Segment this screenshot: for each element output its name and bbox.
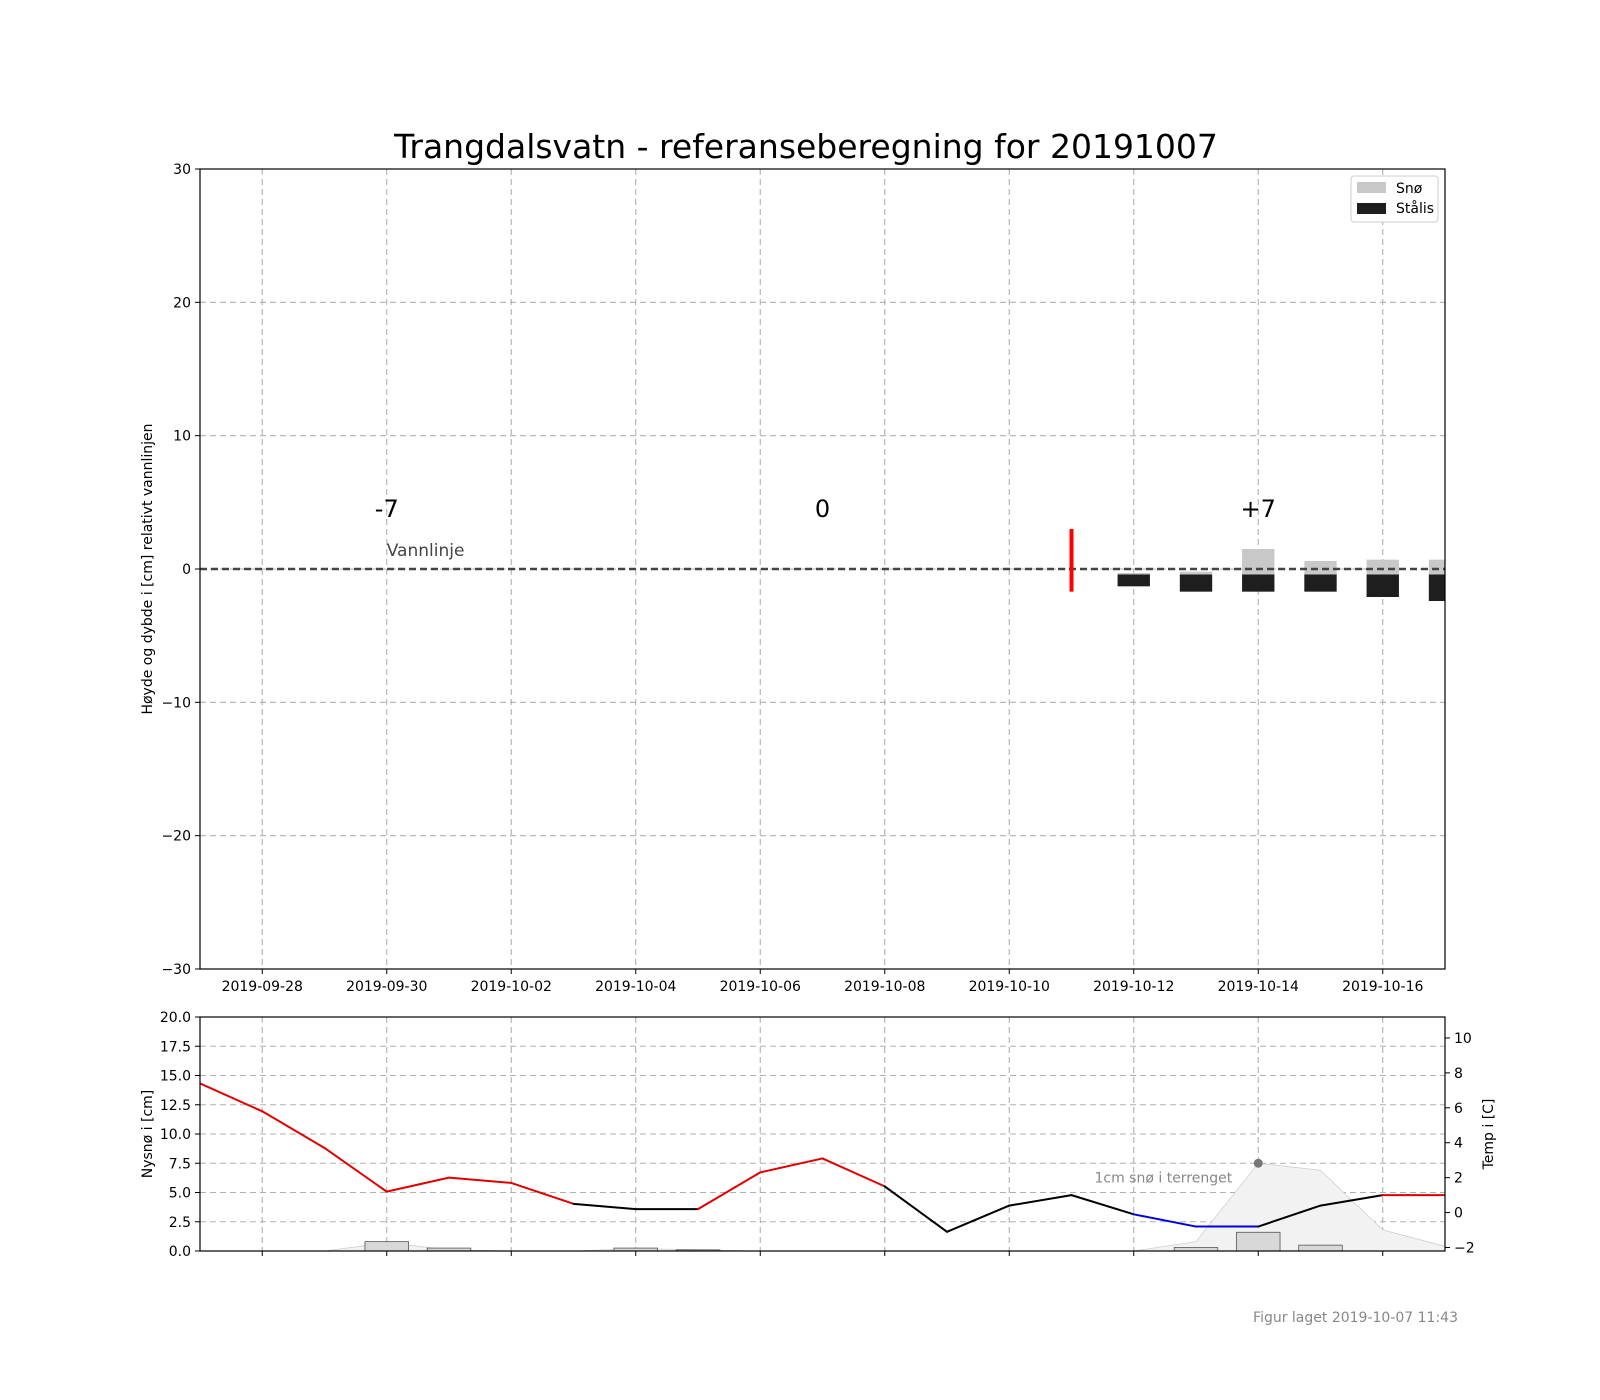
sub-grid	[200, 1017, 1445, 1251]
ice-bar	[1242, 574, 1275, 592]
temperature-segment	[448, 1176, 513, 1184]
temperature-segment	[697, 1171, 762, 1211]
sub-y-tick-label: 12.5	[160, 1098, 191, 1114]
sub-y-tick-label: 17.5	[160, 1039, 191, 1055]
snow-bar	[1366, 559, 1399, 575]
temperature-line	[200, 1082, 1445, 1233]
temperature-segment	[883, 1185, 948, 1233]
ice-bar	[1428, 574, 1445, 601]
temperature-segment	[510, 1181, 575, 1205]
terrain-snow-annotation: 1cm snø i terrenget	[1094, 1170, 1232, 1186]
chart-title: Trangdalsvatn - referanseberegning for 2…	[393, 127, 1218, 166]
temperature-segment	[1132, 1213, 1197, 1228]
temperature-segment	[261, 1110, 326, 1149]
temperature-segment	[200, 1082, 264, 1113]
main-y-tick-label: −20	[161, 829, 191, 845]
legend-swatch-snow	[1357, 182, 1386, 193]
main-y-tick-label: 20	[173, 295, 191, 311]
temperature-segment	[821, 1157, 886, 1188]
main-y-tick-label: 30	[173, 162, 191, 178]
temperature-segment	[1070, 1194, 1135, 1216]
sub-y-tick-label: 15.0	[160, 1069, 191, 1085]
ice-bar	[1179, 574, 1213, 592]
sub-annotations: 1cm snø i terrenget	[1094, 1158, 1263, 1186]
sub-y-tick-label: 10.0	[160, 1127, 191, 1143]
main-x-tick-label: 2019-10-16	[1342, 979, 1423, 995]
main-y-tick-label: 0	[182, 562, 191, 578]
sub-y2-tick-label: −2	[1454, 1241, 1475, 1257]
main-x-tick-label: 2019-10-08	[844, 979, 925, 995]
temperature-segment	[1319, 1194, 1384, 1207]
sub-y2-tick-label: 10	[1454, 1031, 1472, 1047]
main-axis-ticks: 2019-09-28 2019-09-30 2019-10-02 2019-10-04…	[161, 162, 1423, 995]
snowfall-bars	[364, 1231, 1343, 1252]
main-x-tick-label: 2019-10-10	[969, 979, 1050, 995]
snow-bar	[1179, 571, 1213, 575]
temperature-segment	[385, 1176, 450, 1193]
day-marker-label: +7	[1241, 495, 1276, 523]
main-x-tick-label: 2019-09-30	[346, 979, 427, 995]
main-y-axis-label: Høyde og dybde i [cm] relativt vannlinje…	[140, 423, 156, 714]
temperature-segment	[572, 1202, 637, 1211]
sub-y2-tick-label: 2	[1454, 1171, 1463, 1187]
day-marker-label: -7	[375, 495, 399, 523]
snow-bar	[1304, 561, 1337, 575]
temperature-segment	[1257, 1204, 1322, 1228]
snow-bar	[1242, 549, 1275, 575]
footer-timestamp: Figur laget 2019-10-07 11:43	[1253, 1310, 1458, 1326]
main-x-tick-label: 2019-10-06	[720, 979, 801, 995]
sub-y-tick-label: 5.0	[169, 1186, 191, 1202]
main-y-tick-label: −10	[161, 695, 191, 711]
main-x-tick-label: 2019-10-12	[1093, 979, 1174, 995]
temperature-segment	[759, 1157, 824, 1174]
legend-label-ice: Stålis	[1396, 200, 1434, 217]
main-chart: Vannlinje-7 0 +7 2019-09-28 2019-09-30 2019-…	[140, 162, 1446, 995]
legend: Snø Stålis	[1350, 175, 1439, 223]
main-annotations: Vannlinje -7 0 +7	[200, 495, 1445, 592]
terrain-snow-marker	[1253, 1158, 1263, 1168]
snow-bar	[1428, 559, 1445, 575]
day-marker-label: 0	[815, 495, 830, 523]
snowfall-bar	[1298, 1244, 1343, 1252]
snowfall-bar	[364, 1241, 409, 1252]
sub-y-tick-label: 2.5	[169, 1215, 191, 1231]
sub-y2-tick-label: 6	[1454, 1101, 1463, 1117]
ice-bar	[1117, 574, 1150, 587]
sub-y-tick-label: 20.0	[160, 1010, 191, 1026]
legend-swatch-ice	[1357, 203, 1386, 214]
temperature-segment	[323, 1146, 388, 1193]
main-x-tick-label: 2019-09-28	[222, 979, 303, 995]
main-x-tick-label: 2019-10-04	[595, 979, 676, 995]
sub-y2-tick-label: 8	[1454, 1066, 1463, 1082]
ice-bar	[1366, 574, 1399, 597]
sub-y-tick-label: 7.5	[169, 1156, 191, 1172]
main-bars	[1117, 549, 1445, 601]
sub-y2-axis-label: Temp i [C]	[1481, 1099, 1497, 1171]
sub-chart: 1cm snø i terrenget 0.0 2.5 5.0 7.5 10.0 12.5…	[140, 1010, 1497, 1260]
sub-y2-tick-label: 0	[1454, 1206, 1463, 1222]
legend-label-snow: Snø	[1396, 181, 1423, 197]
main-y-tick-label: 10	[173, 429, 191, 445]
main-y-tick-label: −30	[161, 962, 191, 978]
main-x-tick-label: 2019-10-14	[1218, 979, 1299, 995]
temperature-segment	[946, 1204, 1011, 1233]
snowfall-bar	[1236, 1231, 1281, 1252]
sub-y-axis-label: Nysnø i [cm]	[140, 1090, 156, 1179]
sub-y-tick-label: 0.0	[169, 1244, 191, 1260]
snow-bar	[1117, 573, 1150, 575]
ice-bar	[1304, 574, 1337, 592]
sub-axis-ticks: 0.0 2.5 5.0 7.5 10.0 12.5 15.0 17.5 20.0 −2 0 2 4 6 8 1…	[160, 1010, 1475, 1260]
waterline-label: Vannlinje	[387, 541, 465, 561]
main-x-tick-label: 2019-10-02	[471, 979, 552, 995]
sub-y2-tick-label: 4	[1454, 1136, 1463, 1152]
temperature-segment	[1008, 1194, 1073, 1207]
